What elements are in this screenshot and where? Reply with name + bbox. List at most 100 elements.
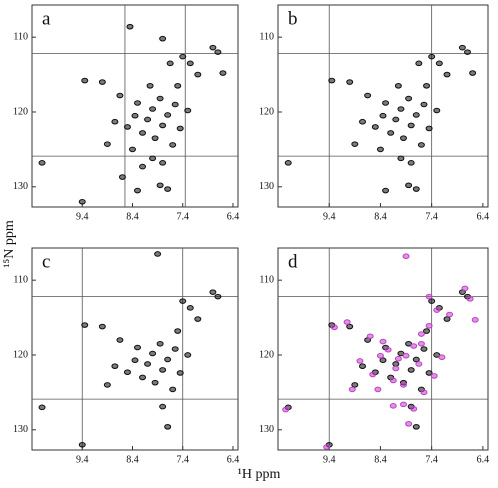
peak (415, 60, 423, 67)
y-tick-label: 120 (13, 106, 28, 117)
peak (423, 83, 431, 89)
x-tick-label: 8.4 (126, 211, 139, 222)
peak (351, 382, 359, 388)
peak (369, 371, 377, 378)
peak (359, 118, 367, 125)
peak (399, 135, 407, 141)
peak (405, 95, 413, 102)
peak (407, 122, 415, 129)
peak (438, 354, 446, 361)
peak (379, 112, 387, 119)
peak (443, 316, 451, 322)
peak (458, 44, 466, 51)
peak (407, 160, 415, 166)
peak (38, 404, 46, 411)
peak (78, 441, 86, 448)
peak (346, 323, 354, 330)
peak (159, 367, 167, 373)
peak (131, 357, 139, 364)
x-tick-label: 6.4 (477, 211, 490, 222)
peak (159, 403, 167, 410)
peak (379, 357, 387, 364)
peak (111, 118, 119, 125)
peak (126, 23, 134, 30)
peak (407, 367, 415, 373)
x-tick-label: 7.4 (176, 454, 189, 465)
y-tick-label: 130 (13, 181, 28, 192)
peak (149, 106, 157, 112)
peak (402, 352, 410, 359)
x-tick-label: 9.4 (76, 211, 89, 222)
y-tick-label: 130 (13, 424, 28, 435)
plot-frame (31, 4, 239, 208)
peak (471, 317, 479, 323)
plot-frame (277, 4, 489, 208)
peak (134, 100, 142, 106)
peak (78, 198, 86, 205)
peak (374, 386, 382, 393)
peak (348, 386, 356, 393)
peak (402, 253, 410, 260)
panel-label: c (42, 251, 50, 272)
peak (282, 406, 290, 413)
peak (412, 186, 420, 192)
peak (392, 361, 400, 367)
peak (415, 361, 423, 367)
panel-label: b (288, 8, 298, 29)
peak (179, 53, 187, 60)
peak (330, 324, 338, 331)
peak (123, 369, 131, 375)
peak (399, 382, 407, 388)
peak (116, 337, 124, 343)
peak (159, 160, 167, 166)
peak (420, 101, 428, 108)
peak (425, 323, 433, 329)
peak (284, 160, 292, 166)
peak (151, 379, 159, 386)
y-tick-label: 130 (259, 181, 274, 192)
peak (169, 142, 177, 148)
peak (412, 112, 420, 118)
peak (103, 141, 111, 147)
x-tick-label: 7.4 (176, 211, 189, 222)
peak (382, 187, 390, 194)
peak (405, 421, 413, 427)
peak (164, 424, 172, 430)
peak (139, 130, 147, 136)
x-tick-label: 6.4 (227, 454, 240, 465)
peak (176, 370, 184, 376)
peak (379, 338, 387, 345)
x-tick-label: 8.4 (126, 454, 139, 465)
peak (405, 182, 413, 189)
peak (156, 340, 164, 347)
peak (399, 401, 407, 408)
peak (98, 323, 106, 330)
panel-label: d (288, 251, 298, 272)
panel-label: a (42, 8, 51, 29)
peak (464, 49, 472, 55)
peak (412, 424, 420, 430)
peak (151, 135, 159, 141)
peak (81, 322, 89, 328)
peak (179, 298, 187, 304)
x-tick-label: 9.4 (76, 454, 89, 465)
peak (323, 444, 331, 450)
y-axis-label: ¹⁵N ppm (2, 220, 17, 268)
peak (394, 355, 402, 362)
y-tick-label: 110 (13, 274, 28, 285)
x-tick-label: 8.4 (374, 211, 387, 222)
peak (359, 363, 367, 370)
peak (131, 112, 139, 119)
peak (139, 374, 147, 381)
peak (186, 60, 194, 67)
peak (382, 100, 390, 106)
peak (328, 77, 336, 84)
peak (397, 106, 405, 112)
peak (412, 356, 420, 363)
peak (417, 142, 425, 148)
peak (164, 186, 172, 192)
peak (410, 343, 418, 349)
peak (366, 333, 374, 340)
peak (38, 160, 46, 166)
